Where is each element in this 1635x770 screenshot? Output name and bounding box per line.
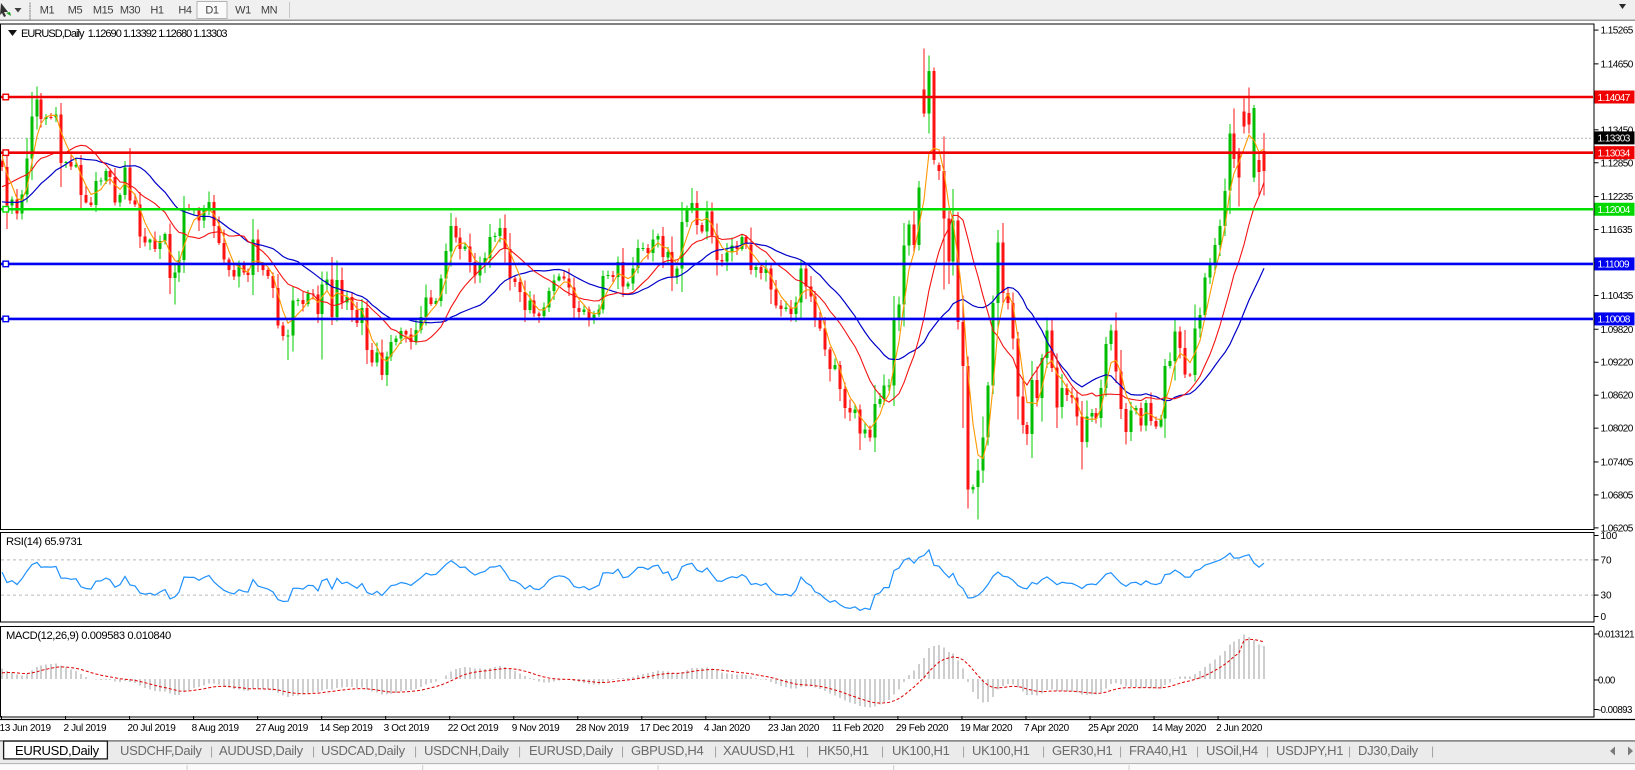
svg-text:14 May 2020: 14 May 2020 — [1152, 723, 1207, 734]
svg-text:|: | — [1266, 744, 1269, 758]
svg-text:USOil,H4: USOil,H4 — [1206, 743, 1258, 758]
svg-text:|: | — [518, 744, 521, 758]
svg-text:H4: H4 — [178, 5, 192, 17]
svg-text:100: 100 — [1601, 531, 1618, 542]
svg-text:USDJPY,H1: USDJPY,H1 — [1276, 743, 1343, 758]
svg-text:|: | — [881, 744, 884, 758]
svg-text:3 Oct 2019: 3 Oct 2019 — [384, 723, 430, 734]
svg-text:1.11009: 1.11009 — [1598, 260, 1631, 271]
svg-text:-0.00893: -0.00893 — [1598, 705, 1632, 716]
svg-text:DJ30,Daily: DJ30,Daily — [1358, 743, 1419, 758]
svg-text:|: | — [714, 744, 717, 758]
svg-text:USDCAD,Daily: USDCAD,Daily — [321, 743, 406, 758]
svg-text:|: | — [312, 744, 315, 758]
svg-text:1.14650: 1.14650 — [1601, 59, 1634, 70]
svg-text:1.13450: 1.13450 — [1601, 125, 1634, 136]
svg-text:1.11635: 1.11635 — [1601, 225, 1634, 236]
svg-text:UK100,H1: UK100,H1 — [972, 743, 1030, 758]
svg-text:W1: W1 — [235, 5, 251, 17]
svg-text:1.12235: 1.12235 — [1601, 192, 1634, 203]
svg-text:1.08020: 1.08020 — [1601, 424, 1634, 435]
svg-text:|: | — [1348, 744, 1351, 758]
svg-text:1.09820: 1.09820 — [1601, 325, 1634, 336]
svg-text:1.08620: 1.08620 — [1601, 391, 1634, 402]
svg-text:|: | — [210, 744, 213, 758]
svg-text:H1: H1 — [150, 5, 164, 17]
svg-text:GBPUSD,H4: GBPUSD,H4 — [631, 743, 704, 758]
svg-text:RSI(14) 65.9731: RSI(14) 65.9731 — [6, 536, 82, 548]
svg-text:4 Jan 2020: 4 Jan 2020 — [704, 723, 751, 734]
svg-text:7 Apr 2020: 7 Apr 2020 — [1024, 723, 1070, 734]
svg-text:M30: M30 — [120, 5, 140, 17]
svg-text:19 Mar 2020: 19 Mar 2020 — [960, 723, 1013, 734]
svg-text:27 Aug 2019: 27 Aug 2019 — [256, 723, 309, 734]
svg-text:GER30,H1: GER30,H1 — [1052, 743, 1113, 758]
svg-text:1.14047: 1.14047 — [1598, 93, 1631, 104]
svg-text:|: | — [621, 744, 624, 758]
svg-text:25 Apr 2020: 25 Apr 2020 — [1088, 723, 1139, 734]
svg-text:|: | — [1042, 744, 1045, 758]
svg-text:|: | — [1119, 744, 1122, 758]
svg-text:0.00: 0.00 — [1598, 676, 1616, 687]
svg-text:1.10008: 1.10008 — [1598, 315, 1631, 326]
svg-text:2 Jun 2020: 2 Jun 2020 — [1216, 723, 1263, 734]
svg-text:AUDUSD,Daily: AUDUSD,Daily — [219, 743, 304, 758]
svg-text:23 Jan 2020: 23 Jan 2020 — [768, 723, 820, 734]
svg-text:1.12004: 1.12004 — [1598, 205, 1631, 216]
svg-text:1.06205: 1.06205 — [1601, 523, 1634, 534]
svg-text:D1: D1 — [205, 5, 219, 17]
svg-text:|: | — [1196, 744, 1199, 758]
svg-text:20 Jul 2019: 20 Jul 2019 — [128, 723, 177, 734]
svg-text:1.06805: 1.06805 — [1601, 490, 1634, 501]
svg-text:EURUSD,Daily: EURUSD,Daily — [529, 743, 614, 758]
svg-text:29 Feb 2020: 29 Feb 2020 — [896, 723, 949, 734]
svg-text:|: | — [962, 744, 965, 758]
svg-text:|: | — [806, 744, 809, 758]
svg-text:USDCNH,Daily: USDCNH,Daily — [424, 743, 509, 758]
svg-text:1.10435: 1.10435 — [1601, 291, 1634, 302]
svg-text:MACD(12,26,9) 0.009583 0.01084: MACD(12,26,9) 0.009583 0.010840 — [6, 630, 171, 642]
svg-text:M1: M1 — [40, 5, 55, 17]
svg-text:1.13303: 1.13303 — [1598, 134, 1631, 145]
svg-text:9 Nov 2019: 9 Nov 2019 — [512, 723, 560, 734]
svg-text:1.07405: 1.07405 — [1601, 457, 1634, 468]
svg-text:EURUSD,Daily 1.12690 1.13392: EURUSD,Daily 1.12690 1.13392 1.12680 1.1… — [21, 28, 227, 40]
svg-text:XAUUSD,H1: XAUUSD,H1 — [723, 743, 795, 758]
svg-text:M5: M5 — [68, 5, 83, 17]
svg-text:28 Nov 2019: 28 Nov 2019 — [576, 723, 630, 734]
svg-text:70: 70 — [1601, 555, 1613, 566]
svg-text:8 Aug 2019: 8 Aug 2019 — [192, 723, 240, 734]
svg-text:14 Sep 2019: 14 Sep 2019 — [320, 723, 374, 734]
svg-text:|: | — [414, 744, 417, 758]
svg-text:0.013121: 0.013121 — [1598, 630, 1634, 641]
svg-text:22 Oct 2019: 22 Oct 2019 — [448, 723, 499, 734]
svg-text:11 Feb 2020: 11 Feb 2020 — [832, 723, 884, 734]
svg-text:17 Dec 2019: 17 Dec 2019 — [640, 723, 694, 734]
svg-text:HK50,H1: HK50,H1 — [818, 743, 869, 758]
svg-text:30: 30 — [1601, 591, 1613, 602]
svg-text:2 Jul 2019: 2 Jul 2019 — [64, 723, 107, 734]
svg-text:EURUSD,Daily: EURUSD,Daily — [15, 743, 100, 758]
svg-text:1.13034: 1.13034 — [1598, 148, 1631, 159]
svg-text:UK100,H1: UK100,H1 — [892, 743, 950, 758]
svg-text:1.12850: 1.12850 — [1601, 158, 1634, 169]
svg-text:USDCHF,Daily: USDCHF,Daily — [120, 743, 202, 758]
svg-text:MN: MN — [261, 5, 278, 17]
svg-text:0: 0 — [1601, 612, 1607, 623]
svg-text:1.09220: 1.09220 — [1601, 358, 1634, 369]
svg-text:M15: M15 — [93, 5, 113, 17]
svg-text:FRA40,H1: FRA40,H1 — [1129, 743, 1187, 758]
svg-text:13 Jun 2019: 13 Jun 2019 — [0, 723, 51, 734]
svg-text:|: | — [1431, 744, 1434, 758]
svg-text:1.15265: 1.15265 — [1601, 26, 1634, 37]
